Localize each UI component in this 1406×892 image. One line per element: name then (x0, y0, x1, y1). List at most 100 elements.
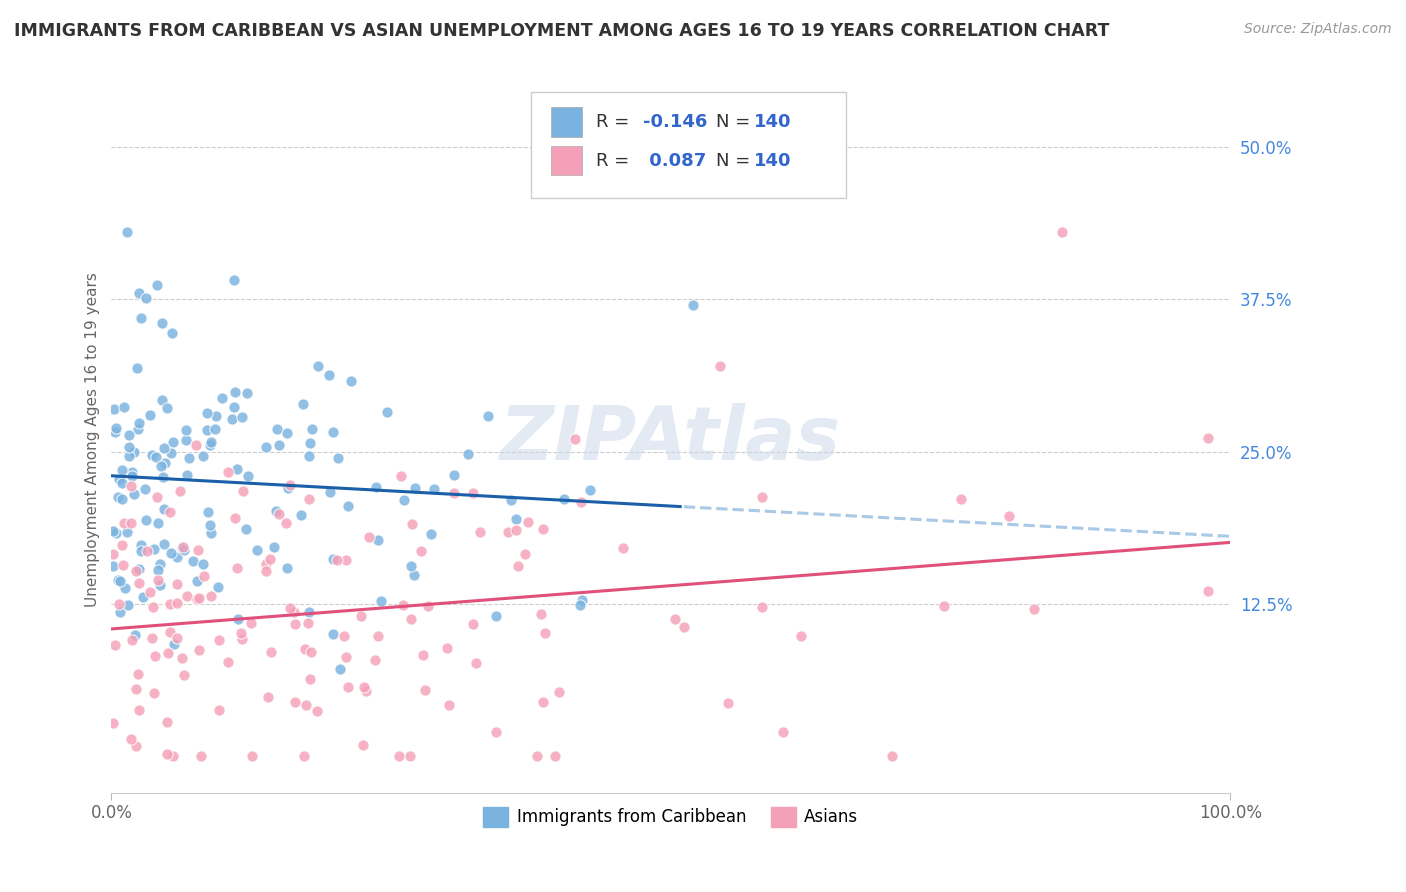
Point (717, 696, 740, 710)
Point (125, 739, 148, 753)
Text: R =: R = (596, 152, 636, 169)
Point (463, 616, 485, 631)
Point (436, 640, 458, 655)
Point (319, 485, 342, 500)
Point (195, 423, 218, 437)
Point (420, 527, 443, 541)
Point (260, 645, 283, 659)
Point (290, 508, 312, 522)
Point (326, 553, 349, 567)
Point (217, 655, 239, 669)
Point (468, 525, 491, 540)
Point (160, 546, 183, 560)
Point (412, 648, 434, 662)
Point (418, 599, 440, 613)
Point (569, 599, 592, 613)
Point (443, 468, 465, 483)
Point (236, 386, 259, 401)
Point (388, 749, 411, 764)
Point (193, 449, 215, 463)
Point (169, 483, 191, 498)
Point (172, 540, 194, 554)
Point (101, 558, 124, 573)
Point (204, 422, 226, 436)
Point (152, 470, 174, 484)
Point (751, 600, 773, 615)
Text: N =: N = (716, 152, 755, 169)
Point (139, 409, 162, 423)
Point (526, 749, 548, 764)
Point (232, 483, 254, 498)
Point (364, 653, 387, 667)
Point (322, 425, 344, 439)
Point (328, 450, 350, 465)
Point (880, 749, 903, 764)
Point (222, 400, 245, 414)
Point (571, 592, 593, 607)
Point (186, 592, 208, 607)
Point (108, 472, 131, 486)
Point (166, 550, 188, 565)
Point (240, 615, 263, 630)
Point (564, 433, 586, 447)
Point (266, 422, 288, 436)
Point (298, 491, 321, 506)
Point (329, 662, 352, 676)
Point (208, 633, 231, 648)
Point (150, 458, 173, 473)
Point (299, 435, 322, 450)
Point (367, 629, 389, 643)
Point (226, 462, 249, 476)
Point (399, 559, 422, 574)
Point (499, 493, 522, 508)
Point (141, 448, 163, 462)
Point (1197, 583, 1219, 598)
Point (1024, 602, 1046, 616)
Point (138, 584, 160, 599)
Text: N =: N = (716, 113, 755, 131)
Point (117, 598, 139, 612)
Point (160, 326, 183, 340)
Point (176, 467, 198, 482)
Point (125, 360, 148, 375)
Point (709, 359, 731, 374)
Point (149, 577, 172, 591)
Point (278, 601, 301, 615)
Point (159, 597, 181, 611)
Point (148, 574, 170, 588)
Point (121, 469, 143, 483)
Point (142, 541, 165, 556)
Point (224, 384, 246, 399)
Point (122, 445, 145, 459)
Point (422, 482, 444, 496)
Point (246, 543, 269, 558)
Point (269, 507, 291, 521)
Point (789, 629, 811, 643)
Point (352, 738, 374, 752)
Point (135, 513, 157, 527)
Point (117, 440, 139, 454)
Point (278, 478, 301, 492)
Point (200, 589, 222, 603)
Point (221, 412, 243, 426)
Point (413, 683, 436, 698)
Point (124, 628, 146, 642)
Point (226, 561, 249, 575)
Point (128, 575, 150, 590)
Point (307, 359, 329, 373)
Point (751, 490, 773, 504)
Point (505, 511, 527, 525)
Point (159, 445, 181, 459)
Point (284, 617, 307, 632)
Point (107, 490, 129, 504)
Point (101, 524, 124, 539)
Point (143, 686, 166, 700)
Point (121, 465, 143, 479)
Point (162, 434, 184, 449)
Point (104, 420, 127, 434)
Point (166, 631, 188, 645)
Point (217, 465, 239, 479)
Point (186, 574, 208, 588)
Point (340, 375, 363, 389)
Point (531, 696, 554, 710)
